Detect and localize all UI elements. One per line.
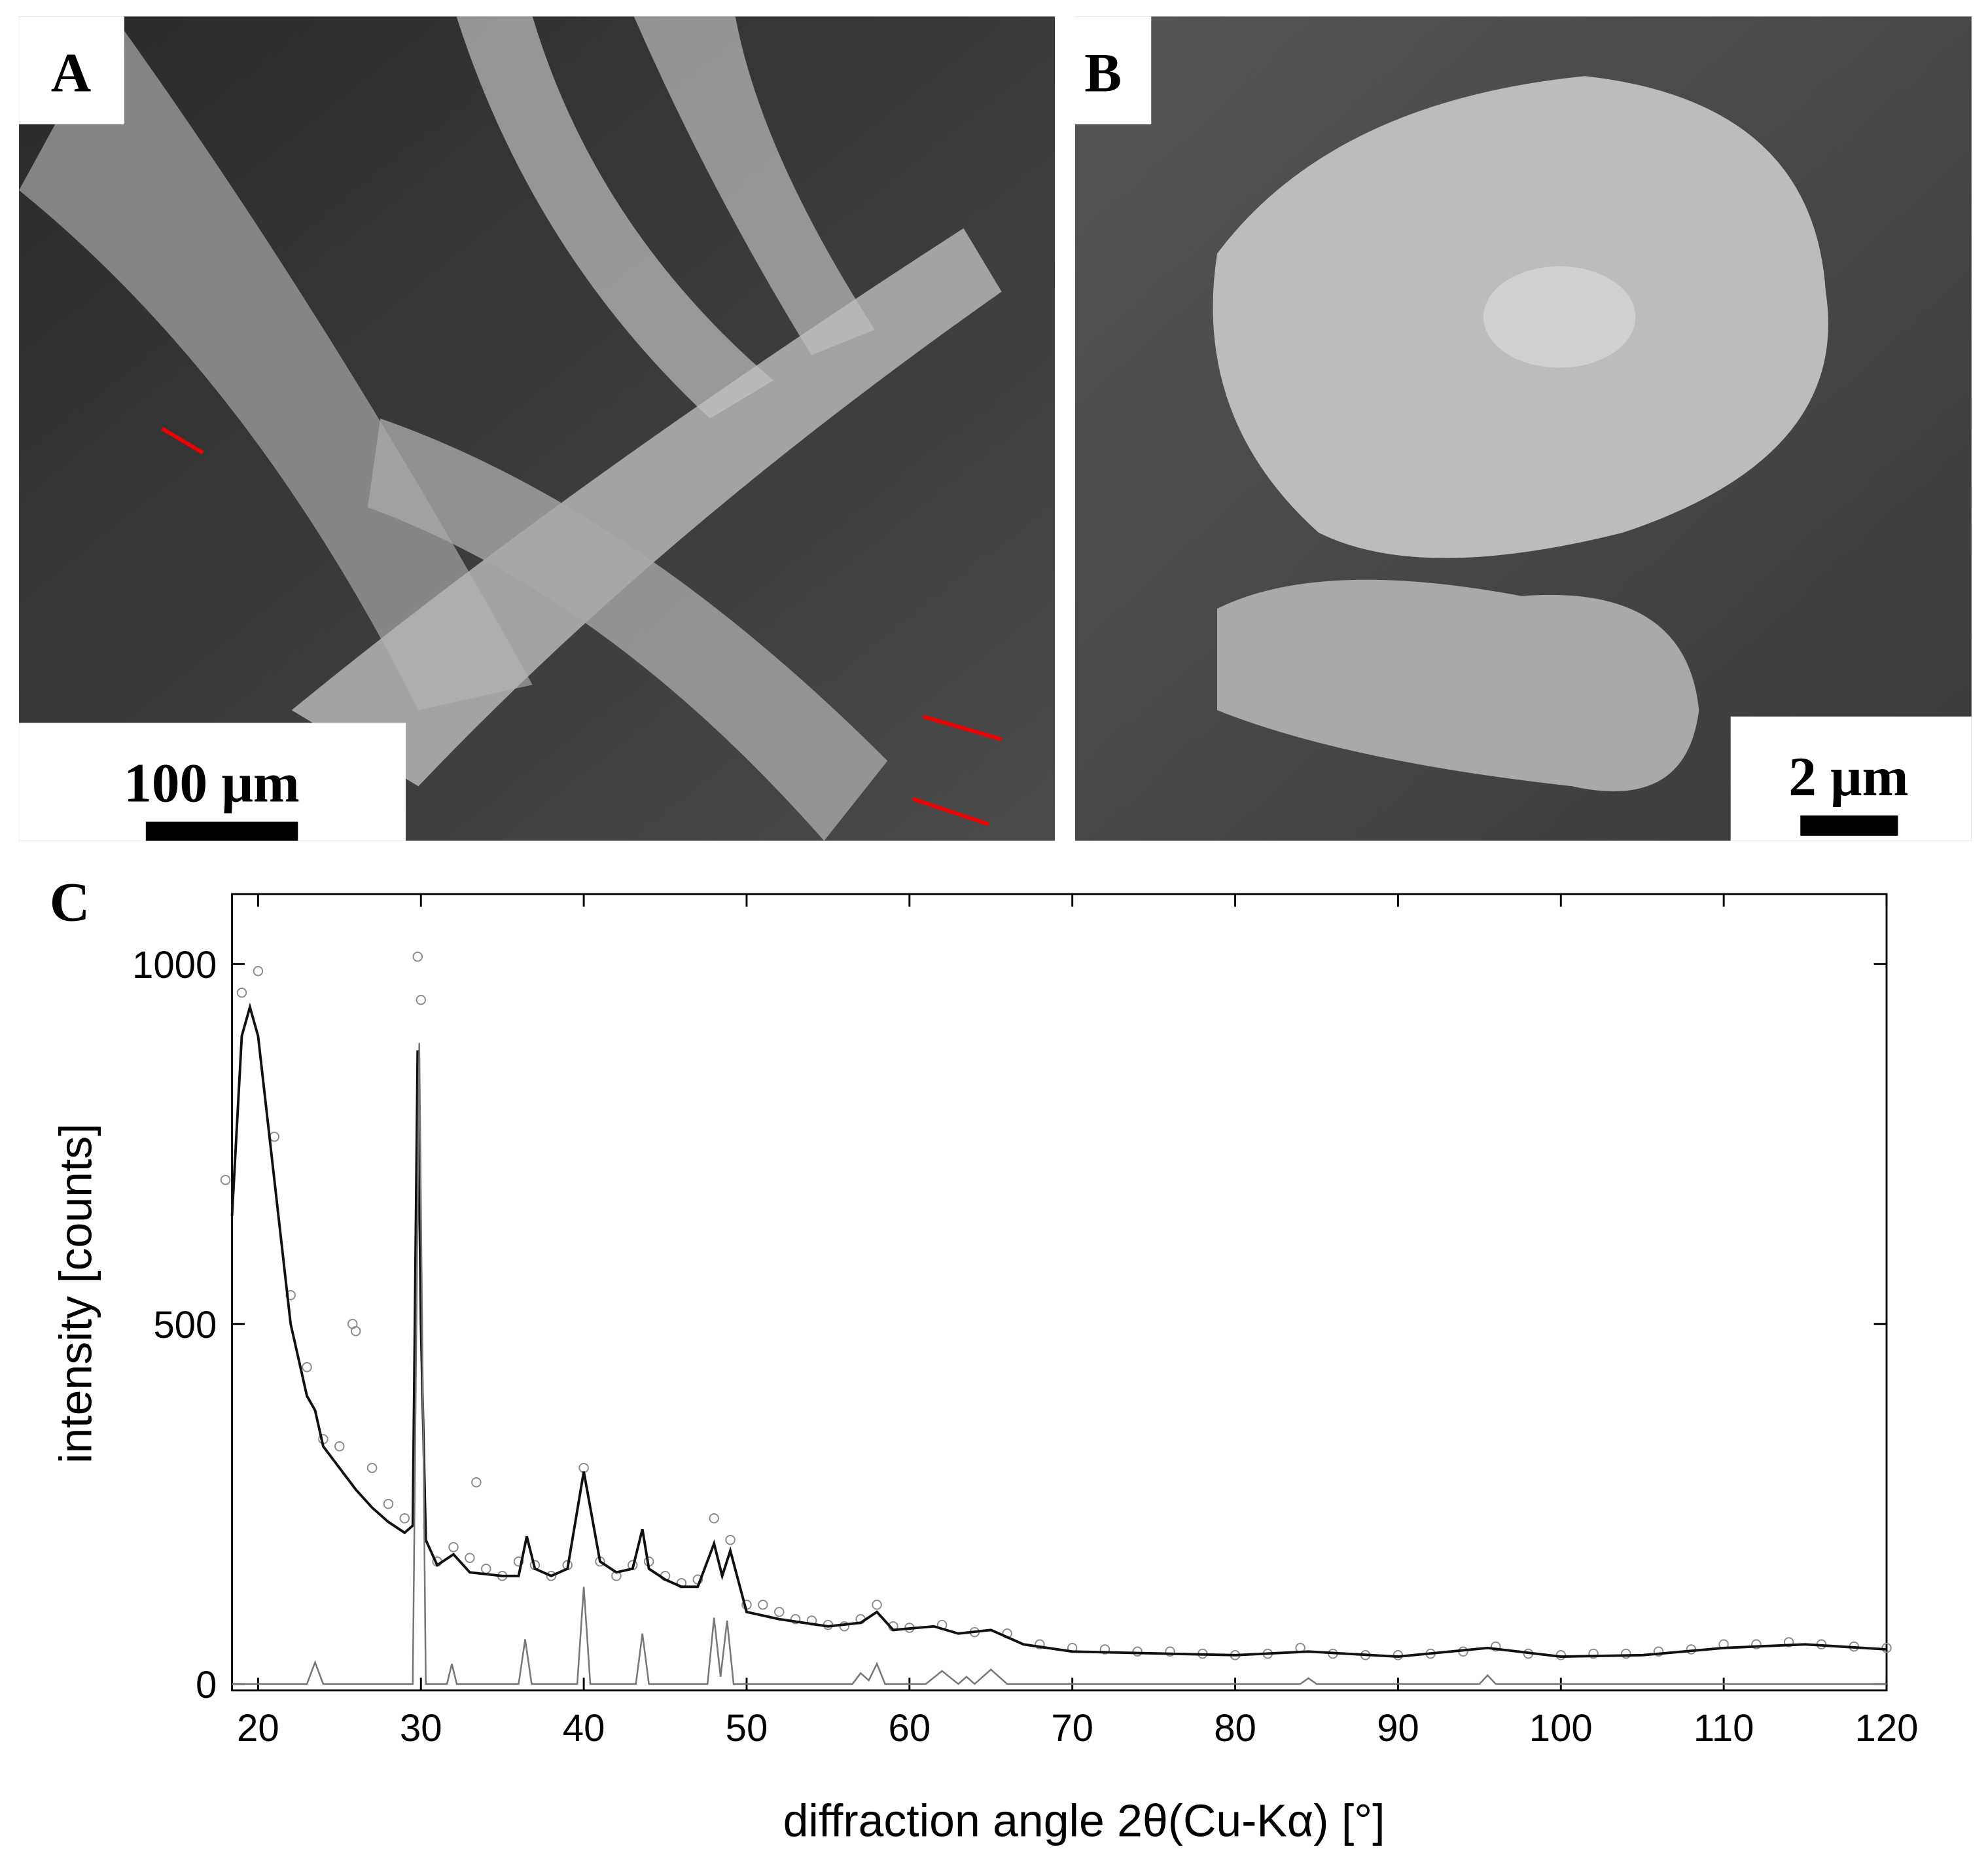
xrd-chart: C diffraction angle 2θ(Cu-Kα) [°] intens…: [50, 872, 1919, 1846]
x-axis-label: diffraction angle 2θ(Cu-Kα) [°]: [783, 1795, 1385, 1846]
data-point: [412, 951, 423, 962]
sem-image-b: [1075, 16, 1972, 841]
x-tick-label: 50: [726, 1707, 768, 1750]
data-point: [1588, 1648, 1599, 1659]
data-point: [236, 987, 247, 998]
panel-label: B: [1084, 43, 1122, 104]
x-tick-label: 80: [1214, 1707, 1256, 1750]
data-point: [773, 1607, 785, 1617]
x-tick-label: 110: [1694, 1707, 1754, 1750]
data-point: [578, 1463, 589, 1473]
data-point: [872, 1600, 882, 1610]
data-point: [334, 1441, 345, 1452]
data-point: [366, 1463, 378, 1473]
data-point: [471, 1477, 482, 1488]
data-point: [1621, 1648, 1631, 1659]
data-point: [1783, 1637, 1794, 1647]
data-point: [399, 1513, 410, 1524]
data-point: [448, 1542, 459, 1553]
data-point: [465, 1553, 475, 1564]
data-point: [546, 1571, 557, 1581]
data-point: [383, 1499, 394, 1509]
data-point: [269, 1131, 280, 1142]
data-point: [220, 1174, 231, 1185]
data-point: [513, 1556, 524, 1567]
data-point: [839, 1621, 850, 1632]
data-line: [230, 1002, 1887, 1658]
data-point: [709, 1513, 719, 1524]
data-point: [758, 1600, 768, 1610]
x-tick-label: 40: [563, 1707, 605, 1750]
y-tick-label: 500: [153, 1304, 217, 1346]
data-point: [1132, 1646, 1143, 1657]
x-tick-label: 120: [1855, 1707, 1919, 1750]
data-point: [1035, 1639, 1045, 1650]
data-point: [253, 965, 264, 977]
sem-image-a: [19, 16, 1055, 841]
data-point: [302, 1362, 312, 1373]
panel-label: C: [50, 872, 90, 933]
x-tick-label: 100: [1529, 1707, 1593, 1750]
scale-bar-label: 100 μm: [124, 753, 300, 814]
y-tick-label: 0: [196, 1664, 217, 1706]
data-point: [416, 994, 426, 1005]
data-point: [1653, 1646, 1664, 1657]
data-line: [232, 1043, 1887, 1685]
panel-label: A: [51, 43, 92, 104]
x-tick-label: 70: [1051, 1707, 1093, 1750]
data-point: [1751, 1639, 1762, 1650]
data-point: [350, 1326, 361, 1337]
data-point: [481, 1564, 491, 1574]
plot-frame: [231, 893, 1888, 1692]
data-point: [1490, 1641, 1501, 1652]
x-tick-label: 30: [400, 1707, 442, 1750]
data-point: [790, 1614, 801, 1625]
y-tick-label: 1000: [132, 944, 217, 986]
y-axis-label: intensity [counts]: [50, 1124, 101, 1464]
x-tick-label: 20: [237, 1707, 279, 1750]
data-point: [1099, 1644, 1110, 1655]
x-tick-label: 90: [1377, 1707, 1419, 1750]
data-point: [1165, 1646, 1175, 1657]
data-point: [725, 1535, 736, 1545]
scale-bar-label: 2 μm: [1788, 746, 1908, 808]
x-tick-label: 60: [889, 1707, 931, 1750]
